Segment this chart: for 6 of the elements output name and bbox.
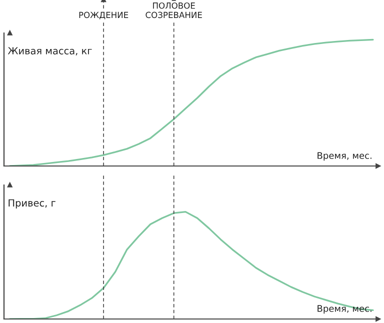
y-axis-title: Привес, г bbox=[8, 199, 56, 208]
text: РОЖДЕНИЕ bbox=[79, 12, 128, 20]
y-axis-title: Живая масса, кг bbox=[8, 47, 92, 56]
x-axis-title: Время, мес. bbox=[318, 152, 372, 161]
text: ПОЛОВОЕ СОЗРЕВАНИЕ bbox=[146, 2, 202, 18]
x-axis-title: Время, мес. bbox=[318, 305, 372, 314]
